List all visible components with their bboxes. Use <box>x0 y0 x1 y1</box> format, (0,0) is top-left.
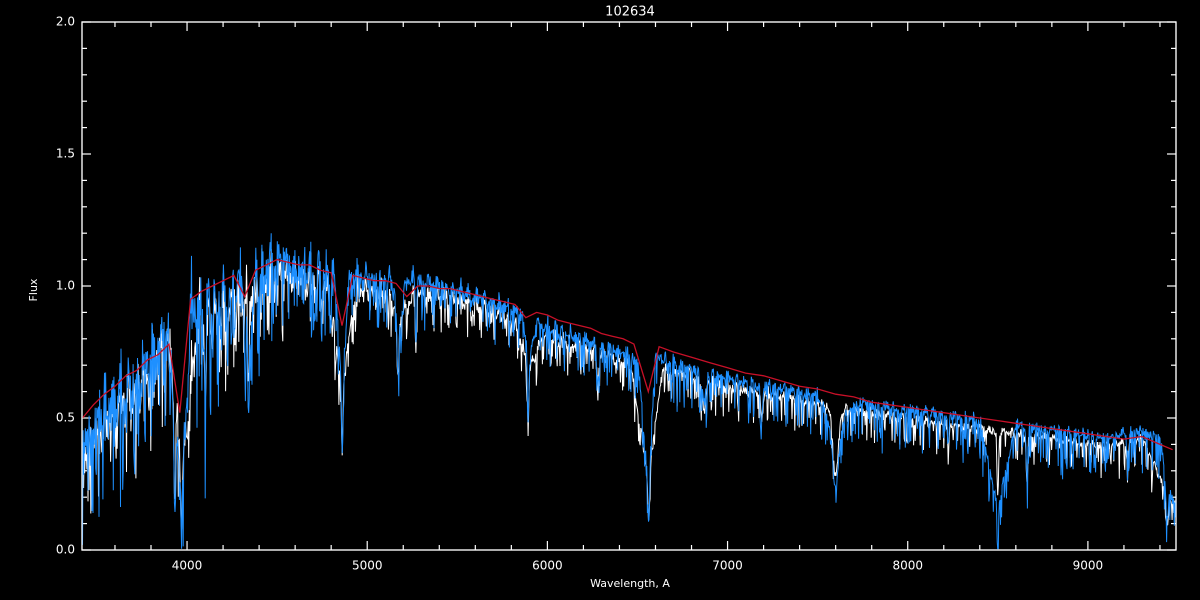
y-axis-label: Flux <box>27 278 40 301</box>
y-tick-label: 0.5 <box>56 411 75 425</box>
y-tick-label: 0.0 <box>56 543 75 557</box>
spectrum-trace-blue <box>81 233 1177 550</box>
spectrum-trace-red-model <box>81 258 1173 451</box>
x-tick-label: 8000 <box>892 559 923 573</box>
tick-labels: 4000 5000 6000 7000 8000 9000 0.0 0.5 1.0 1.5 2.0 <box>56 15 1103 573</box>
x-tick-label: 6000 <box>532 559 563 573</box>
x-tick-label: 9000 <box>1073 559 1104 573</box>
x-tick-label: 4000 <box>172 559 203 573</box>
page-title: 102634 <box>605 5 655 20</box>
x-tick-label: 7000 <box>712 559 743 573</box>
x-axis-label: Wavelength, A <box>590 577 670 590</box>
y-tick-label: 1.0 <box>56 279 75 293</box>
x-tick-label: 5000 <box>352 559 383 573</box>
y-tick-label: 1.5 <box>56 147 75 161</box>
spectrum-traces <box>81 21 1177 551</box>
plot-frame-overlay <box>81 21 1177 551</box>
y-tick-label: 2.0 <box>56 15 75 29</box>
